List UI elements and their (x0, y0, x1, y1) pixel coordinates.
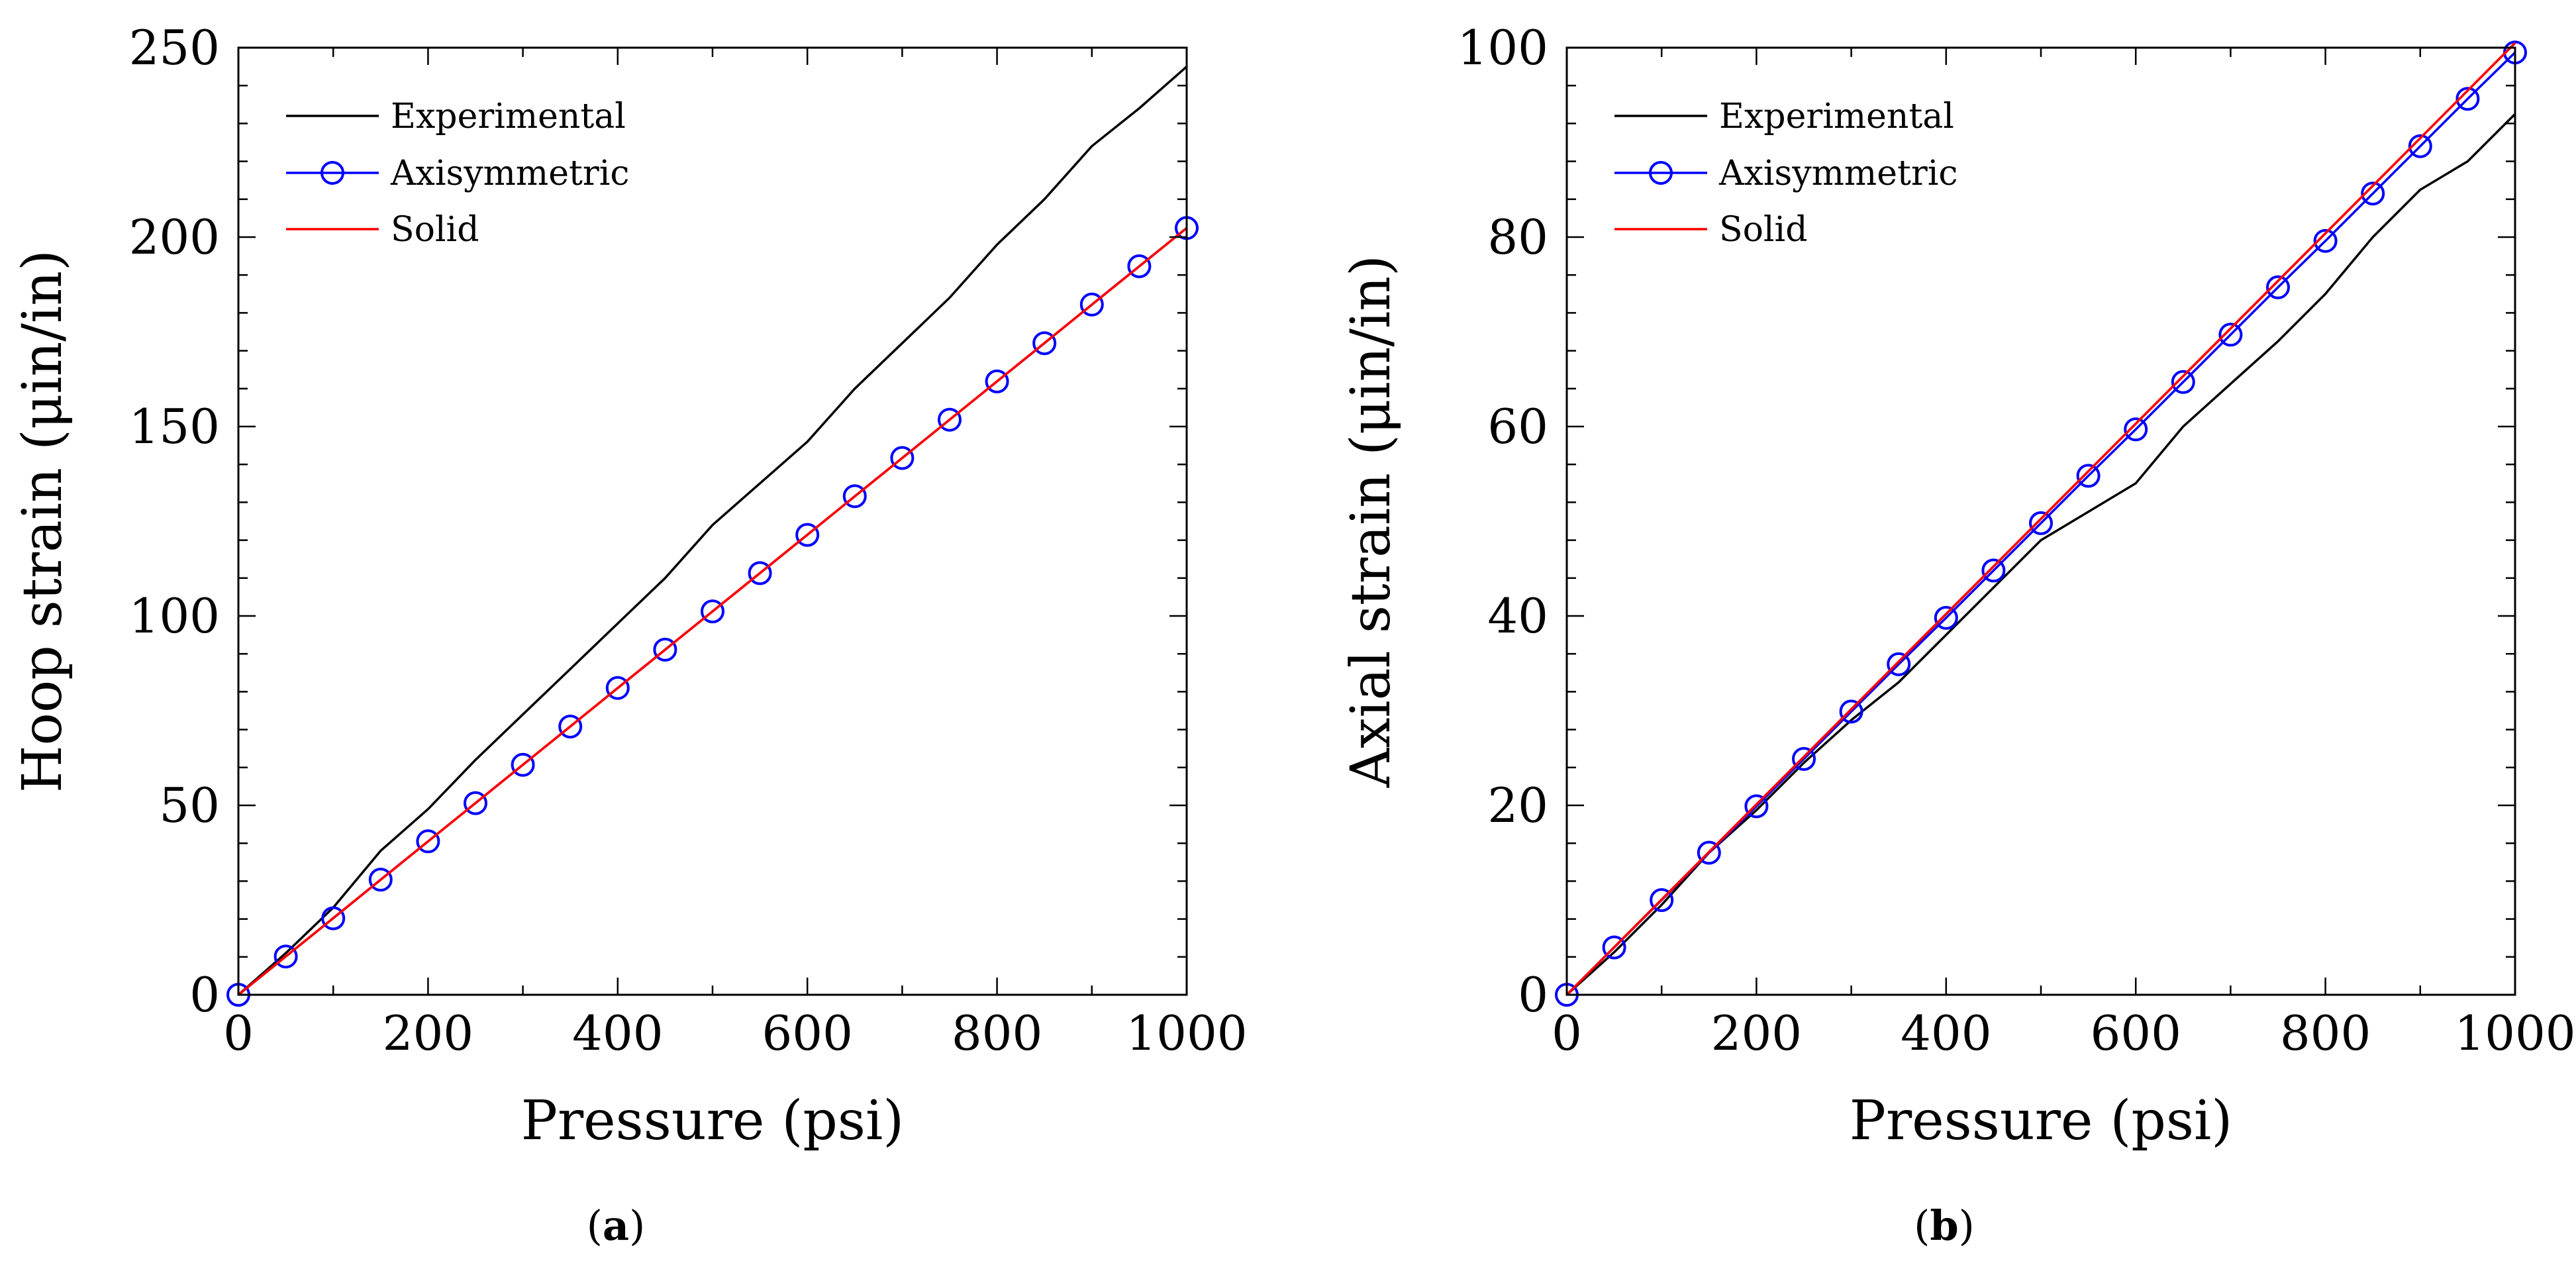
hoop-legend-solid-label: Solid (391, 210, 479, 250)
hoop-y-tick-label: 50 (159, 778, 220, 833)
hoop-legend-axisymmetric-marker (321, 161, 344, 185)
hoop-plot-frame (237, 46, 1188, 996)
axial-axisymmetric-point (1792, 746, 1816, 771)
axial-axisymmetric-point (2408, 134, 2432, 158)
axial-series-layer (1555, 40, 2527, 1007)
axial-strain-chart: 0 200 400 600 800 1000 0 20 40 60 80 100… (1340, 20, 2576, 1250)
axial-x-axis-label: Pressure (psi) (1850, 1089, 2232, 1152)
hoop-axisymmetric-point (842, 484, 867, 509)
axial-axisymmetric-point (1981, 558, 2006, 583)
axial-legend: Experimental Axisymmetric Solid (1614, 97, 1957, 250)
axial-axisymmetric-point (1650, 888, 1674, 912)
hoop-panel-caption: (a) (587, 1201, 646, 1250)
hoop-panel-letter: a (603, 1201, 629, 1250)
hoop-x-tick-label: 200 (383, 1005, 473, 1061)
hoop-axisymmetric-point (605, 676, 630, 700)
axial-axisymmetric-point (2361, 181, 2385, 206)
hoop-axisymmetric-point (464, 791, 487, 815)
hoop-axisymmetric-point (795, 523, 820, 547)
axial-legend-axisymmetric-marker (1649, 161, 1673, 185)
axial-axisymmetric-point (2218, 323, 2243, 347)
axial-axisymmetric-point (2076, 464, 2101, 488)
axial-axisymmetric-point (2455, 87, 2480, 111)
axial-axisymmetric-point (2171, 370, 2195, 394)
axial-axisymmetric-point (1887, 652, 1911, 676)
axial-x-tick-label: 1000 (2454, 1005, 2575, 1061)
hoop-axisymmetric-point (321, 906, 346, 931)
hoop-axisymmetric-point (890, 446, 915, 470)
hoop-y-tick-label: 100 (129, 588, 220, 644)
hoop-axisymmetric-point (1079, 292, 1104, 317)
hoop-x-tick-label: 600 (762, 1005, 852, 1061)
axial-y-tick-label: 80 (1487, 209, 1548, 265)
axial-y-tick-label: 60 (1487, 399, 1548, 454)
axial-axisymmetric-point (2313, 228, 2338, 253)
hoop-series-layer (226, 66, 1199, 1007)
axial-x-tick-label: 600 (2090, 1005, 2181, 1061)
hoop-axisymmetric-point (653, 637, 677, 662)
axial-legend-axisymmetric-label: Axisymmetric (1718, 154, 1957, 193)
hoop-x-tick-label: 0 (223, 1005, 254, 1061)
axial-solid-line-overlay (1565, 42, 2516, 996)
axial-y-tick-label: 20 (1487, 778, 1548, 833)
axial-axisymmetric-point (1602, 935, 1626, 960)
hoop-x-axis-label: Pressure (psi) (521, 1089, 904, 1152)
hoop-axisymmetric-point (273, 944, 298, 969)
hoop-axisymmetric-point (985, 369, 1009, 393)
axial-axisymmetric-point (1839, 699, 1863, 724)
axial-x-tick-label: 0 (1552, 1005, 1582, 1061)
axial-axisymmetric-point (2124, 417, 2148, 442)
axial-x-tick-label: 400 (1901, 1005, 1991, 1061)
axial-legend-solid-label: Solid (1719, 210, 1807, 250)
hoop-axisymmetric-point (748, 561, 772, 585)
hoop-y-axis-label: Hoop strain (μin/in) (11, 250, 74, 793)
axial-ticks (1565, 46, 2516, 996)
axial-y-tick-label: 100 (1458, 20, 1548, 76)
axial-axisymmetric-point (2029, 511, 2053, 535)
axial-x-tick-label: 200 (1711, 1005, 1802, 1061)
hoop-axisymmetric-point (701, 599, 724, 624)
hoop-legend-experimental-label: Experimental (391, 97, 626, 136)
axial-y-axis-label: Axial strain (μin/in) (1340, 255, 1403, 788)
hoop-solid-line-overlay (237, 227, 1188, 996)
axial-panel-letter: b (1930, 1201, 1958, 1250)
hoop-legend-axisymmetric-label: Axisymmetric (390, 154, 629, 193)
axial-axisymmetric-point (2266, 275, 2290, 299)
hoop-y-tick-label: 150 (129, 399, 220, 454)
axial-axisymmetric-point (1744, 794, 1769, 819)
axial-y-tick-label: 0 (1518, 967, 1548, 1023)
hoop-axisymmetric-point (558, 715, 583, 738)
hoop-axisymmetric-point (1032, 331, 1057, 356)
axial-panel-caption: (b) (1914, 1201, 1975, 1250)
hoop-strain-chart: 0 200 400 600 800 1000 0 50 100 150 200 … (11, 20, 1248, 1250)
hoop-y-tick-label: 200 (129, 209, 220, 265)
hoop-axisymmetric-point (938, 407, 962, 432)
hoop-x-tick-label: 800 (952, 1005, 1042, 1061)
hoop-y-tick-label: 0 (189, 967, 220, 1023)
hoop-legend: Experimental Axisymmetric Solid (286, 97, 629, 250)
hoop-experimental-line (237, 66, 1188, 996)
hoop-axisymmetric-point (416, 829, 440, 854)
axial-axisymmetric-point (1697, 840, 1721, 865)
hoop-axisymmetric-point (511, 752, 535, 777)
hoop-axisymmetric-point (1127, 254, 1152, 278)
hoop-ticks (237, 46, 1188, 996)
axial-axisymmetric-point (1934, 605, 1958, 630)
hoop-x-tick-label: 400 (572, 1005, 663, 1061)
axial-x-tick-label: 800 (2280, 1005, 2371, 1061)
hoop-axisymmetric-point (368, 868, 393, 892)
hoop-x-tick-label: 1000 (1126, 1005, 1247, 1061)
axial-y-tick-label: 40 (1487, 588, 1548, 644)
axial-legend-experimental-label: Experimental (1719, 97, 1954, 136)
hoop-y-tick-label: 250 (129, 20, 220, 76)
